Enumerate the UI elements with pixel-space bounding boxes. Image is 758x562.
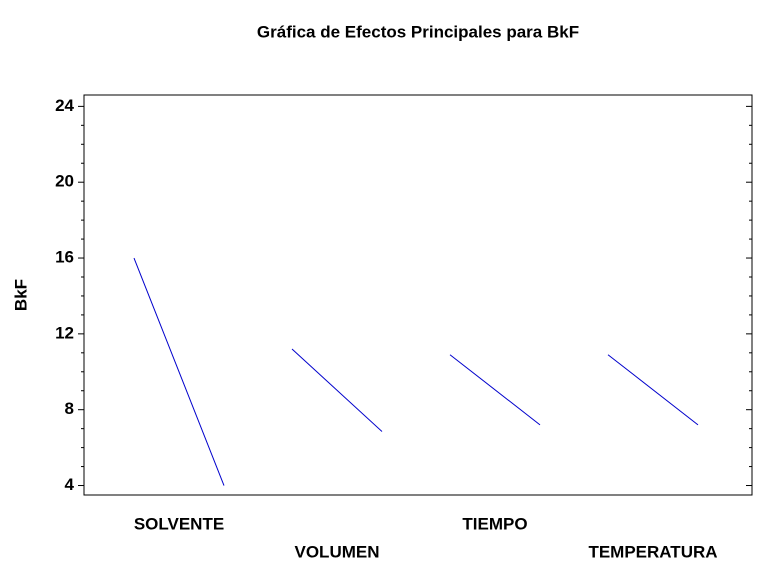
chart-title: Gráfica de Efectos Principales para BkF xyxy=(257,22,579,41)
x-tick-label: TIEMPO xyxy=(462,514,527,533)
effect-line xyxy=(133,257,225,486)
x-tick-label: TEMPERATURA xyxy=(588,542,717,561)
y-axis-label: BkF xyxy=(11,279,30,311)
x-tick-label: VOLUMEN xyxy=(295,542,380,561)
x-tick-label: SOLVENTE xyxy=(134,514,224,533)
y-tick-label: 4 xyxy=(65,475,75,494)
y-tick-label: 16 xyxy=(55,248,74,267)
y-tick-label: 12 xyxy=(55,323,74,342)
y-tick-label: 8 xyxy=(65,399,74,418)
effect-line xyxy=(449,354,541,426)
effect-line xyxy=(291,348,383,432)
plot-frame xyxy=(83,94,753,496)
y-tick-label: 24 xyxy=(55,96,74,115)
effect-line xyxy=(607,354,699,426)
y-tick-label: 20 xyxy=(55,172,74,191)
